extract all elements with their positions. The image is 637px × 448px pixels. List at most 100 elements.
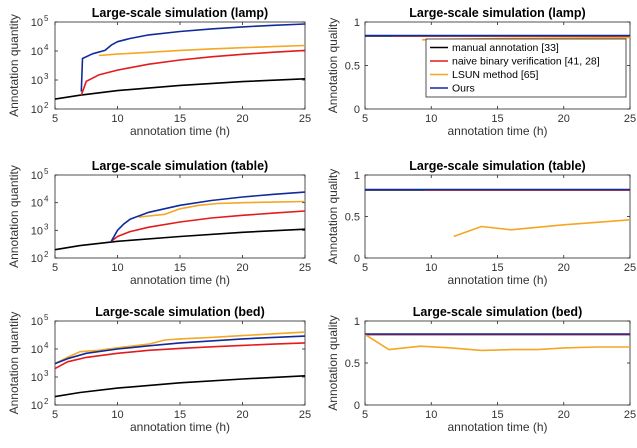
- y-tick-exponent: 2: [44, 397, 49, 406]
- x-tick-label: 25: [299, 262, 311, 274]
- chart-title: Large-scale simulation (table): [92, 159, 268, 173]
- legend-label-ours: Ours: [452, 83, 475, 95]
- y-tick-label: 0.5: [345, 212, 360, 224]
- y-tick-label: 10: [31, 46, 43, 58]
- plot-area: [364, 174, 631, 259]
- y-tick-exponent: 4: [44, 341, 49, 350]
- series-line-lsun: [98, 44, 306, 57]
- x-tick-label: 20: [236, 262, 248, 274]
- chart-panel-4: Large-scale simulation (table)5 10 15 20 25a…: [326, 159, 636, 287]
- chart-title: Large-scale simulation (lamp): [92, 6, 268, 20]
- chart-title: Large-scale simulation (bed): [95, 305, 264, 319]
- legend: manual annotation [33] naive binary verif…: [425, 38, 627, 98]
- x-tick-label: 15: [174, 409, 186, 421]
- series-line-lsun: [453, 219, 631, 238]
- series-line-naive: [80, 49, 306, 96]
- x-tick-label: 15: [491, 409, 503, 421]
- y-tick-exponent: 4: [44, 43, 49, 52]
- series-line-ours: [110, 191, 306, 242]
- y-tick-label: 10: [31, 225, 43, 237]
- chart-panel-5: Large-scale simulation (bed)5 10 15 20 25ann…: [7, 305, 311, 434]
- x-tick-label: 25: [624, 262, 636, 274]
- y-tick-label: 10: [31, 316, 43, 328]
- chart-panel-6: Large-scale simulation (bed)5 10 15 20 25ann…: [326, 305, 636, 434]
- y-tick-label: 10: [31, 400, 43, 412]
- x-axis-label: annotation time (h): [130, 273, 230, 287]
- series-line-naive: [110, 210, 306, 242]
- y-tick-exponent: 3: [44, 222, 49, 231]
- y-tick-label: 10: [31, 198, 43, 210]
- y-tick-label: 0: [354, 253, 360, 265]
- series-line-manual: [54, 78, 306, 100]
- y-tick-exponent: 5: [44, 167, 49, 176]
- y-tick-label: 0.5: [345, 358, 360, 370]
- y-tick-label: 10: [31, 104, 43, 116]
- y-tick-label: 0.5: [345, 61, 360, 73]
- y-axis-label: Annotation quantity: [7, 165, 21, 268]
- x-tick-label: 15: [174, 113, 186, 125]
- series-line-lsun: [54, 331, 306, 365]
- y-tick-label: 10: [31, 253, 43, 265]
- legend-label-lsun: LSUN method [65]: [452, 69, 538, 81]
- series-line-lsun: [364, 333, 630, 352]
- series-line-ours: [54, 335, 306, 365]
- x-tick-label: 5: [362, 409, 368, 421]
- y-tick-label: 0: [354, 104, 360, 116]
- y-axis-label: Annotation quantity: [7, 14, 21, 117]
- series-line-manual: [54, 228, 306, 251]
- y-tick-exponent: 2: [44, 250, 49, 259]
- y-axis-label: Annotation quality: [326, 18, 340, 113]
- plot-area: [54, 174, 306, 259]
- y-axis-label: Annotation quality: [326, 315, 340, 410]
- y-tick-exponent: 3: [44, 72, 49, 81]
- x-axis-label: annotation time (h): [447, 124, 547, 138]
- x-tick-label: 25: [299, 113, 311, 125]
- y-axis-label: Annotation quality: [326, 169, 340, 264]
- x-axis-label: annotation time (h): [130, 124, 230, 138]
- y-tick-exponent: 2: [44, 101, 49, 110]
- y-tick-label: 10: [31, 344, 43, 356]
- x-tick-label: 20: [236, 113, 248, 125]
- x-tick-label: 20: [558, 262, 570, 274]
- plot-area: [54, 21, 306, 110]
- x-tick-label: 10: [111, 409, 123, 421]
- x-tick-label: 5: [362, 113, 368, 125]
- x-tick-label: 20: [558, 409, 570, 421]
- chart-title: Large-scale simulation (table): [409, 159, 585, 173]
- x-tick-label: 20: [558, 113, 570, 125]
- chart-title: Large-scale simulation (lamp): [409, 6, 585, 20]
- x-tick-label: 10: [425, 262, 437, 274]
- y-axis-label: Annotation quantity: [7, 312, 21, 415]
- x-tick-label: 10: [111, 113, 123, 125]
- series-line-lsun: [138, 200, 306, 218]
- x-tick-label: 5: [52, 262, 58, 274]
- legend-label-manual: manual annotation [33]: [452, 42, 559, 54]
- x-axis-label: annotation time (h): [447, 273, 547, 287]
- chart-title: Large-scale simulation (bed): [413, 305, 582, 319]
- x-axis-label: annotation time (h): [447, 420, 547, 434]
- series-line-manual: [54, 375, 306, 398]
- y-tick-label: 10: [31, 75, 43, 87]
- y-tick-label: 0: [354, 400, 360, 412]
- y-tick-label: 10: [31, 170, 43, 182]
- series-line-naive: [54, 342, 306, 370]
- x-tick-label: 5: [362, 262, 368, 274]
- y-tick-label: 10: [31, 372, 43, 384]
- x-tick-label: 10: [425, 113, 437, 125]
- x-tick-label: 20: [236, 409, 248, 421]
- chart-panel-3: Large-scale simulation (table)5 10 15 20 25a…: [7, 159, 311, 287]
- y-tick-exponent: 5: [44, 14, 49, 23]
- y-tick-label: 10: [31, 17, 43, 29]
- x-tick-label: 15: [491, 113, 503, 125]
- y-tick-exponent: 5: [44, 313, 49, 322]
- y-tick-label: 1: [354, 316, 360, 328]
- y-tick-exponent: 3: [44, 369, 49, 378]
- x-tick-label: 10: [111, 262, 123, 274]
- x-tick-label: 25: [624, 113, 636, 125]
- x-tick-label: 15: [174, 262, 186, 274]
- series-line-ours: [80, 23, 306, 92]
- x-tick-label: 10: [425, 409, 437, 421]
- y-tick-label: 1: [354, 17, 360, 29]
- chart-panel-1: Large-scale simulation (lamp)5 10 15 20 25an…: [7, 6, 311, 138]
